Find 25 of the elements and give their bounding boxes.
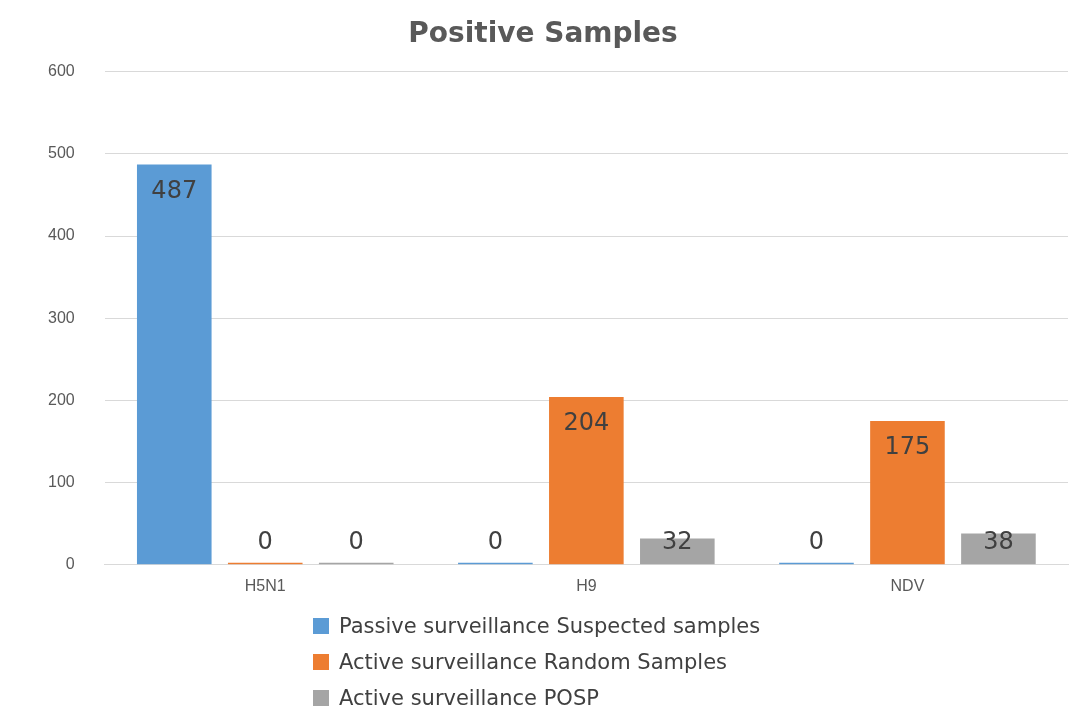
x-tick-label: H9: [576, 576, 597, 594]
data-label: 0: [808, 526, 825, 555]
legend-label: Passive surveillance Suspected samples: [339, 614, 761, 638]
y-tick-label: 500: [47, 144, 75, 162]
data-label: 0: [348, 526, 364, 555]
y-tick-label: 600: [47, 62, 75, 80]
y-tick-label: 100: [47, 473, 75, 491]
y-tick-label: 300: [47, 308, 75, 326]
legend-label: Active surveillance Random Samples: [339, 650, 727, 674]
data-label: 0: [257, 526, 273, 555]
x-tick-label: H5N1: [244, 576, 286, 594]
bar: [136, 164, 212, 565]
x-tick-label: NDV: [890, 576, 925, 594]
bar: [549, 397, 624, 565]
y-tick-label: 400: [47, 226, 75, 244]
chart-title: Positive Samples: [408, 16, 678, 50]
y-tick-label: 0: [65, 555, 75, 573]
data-label: 204: [563, 408, 610, 437]
data-label: 0: [487, 526, 504, 555]
data-label: 487: [151, 175, 198, 204]
legend-label: Active surveillance POSP: [339, 686, 599, 710]
bar: [870, 420, 945, 565]
data-label: 175: [884, 432, 931, 461]
data-label: 38: [983, 526, 1014, 555]
y-tick-label: 200: [47, 390, 75, 408]
